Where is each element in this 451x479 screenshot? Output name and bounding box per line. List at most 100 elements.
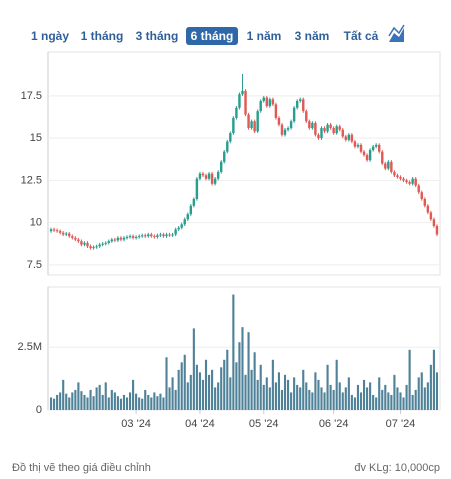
volume-bar (293, 377, 296, 410)
candle-body (147, 234, 150, 237)
candle-body (432, 219, 436, 227)
volume-bar (296, 384, 299, 410)
range-button[interactable]: 3 năm (295, 29, 330, 43)
volume-bar (429, 364, 432, 410)
range-button[interactable]: 6 tháng (191, 29, 234, 43)
candle-body (235, 107, 238, 118)
candle-body (77, 239, 80, 242)
volume-bar (104, 382, 107, 410)
candle-body (68, 233, 71, 237)
candle-body (207, 173, 211, 179)
candle-body (390, 161, 393, 172)
volume-bar (211, 369, 214, 410)
candle-body (95, 246, 98, 248)
range-button[interactable]: 3 tháng (136, 29, 179, 43)
volume-bar (71, 392, 74, 410)
x-tick-label: 03 '24 (121, 418, 151, 430)
candle-body (55, 230, 59, 232)
candle-body (393, 171, 396, 176)
y-tick-label: 2.5M (18, 341, 42, 353)
candle-body (426, 205, 430, 213)
volume-bar (217, 382, 220, 410)
candle-body (274, 104, 278, 118)
volume-bar (393, 374, 396, 410)
candle-body (58, 231, 62, 233)
volume-bar (277, 372, 281, 410)
range-button[interactable]: 1 tháng (81, 29, 124, 43)
candle-body (289, 121, 293, 129)
volume-bar (399, 392, 402, 410)
candle-body (229, 133, 232, 142)
volume-bar (180, 362, 183, 410)
volume-bar (95, 387, 98, 410)
volume-bar (119, 398, 122, 410)
volume-bar (138, 397, 141, 410)
volume-bar (116, 396, 119, 410)
candle-body (280, 124, 284, 135)
candle-body (384, 163, 387, 169)
volume-bar (332, 389, 335, 410)
volume-bar (366, 387, 369, 410)
candle-body (189, 205, 193, 215)
volume-bar (128, 392, 132, 410)
candle-body (153, 236, 156, 238)
volume-bar (156, 396, 159, 410)
volume-bar (341, 392, 344, 410)
range-button[interactable]: 1 ngày (31, 29, 69, 43)
candle-body (350, 134, 354, 142)
volume-bar (74, 389, 77, 410)
range-button[interactable]: Tất cả (344, 29, 379, 43)
candle-body (144, 235, 147, 237)
y-tick-label: 10 (30, 217, 42, 229)
candle-body (168, 234, 171, 236)
volume-bar (335, 359, 338, 410)
candle-body (423, 198, 427, 206)
volume-bar (280, 389, 284, 410)
volume-bar (135, 393, 138, 410)
candle-body (268, 99, 272, 107)
volume-bar (274, 382, 277, 410)
volume-bar (299, 387, 302, 410)
volume-bar (426, 382, 429, 410)
volume-bar (150, 397, 153, 410)
volume-bar (241, 327, 244, 410)
volume-bar (223, 359, 226, 410)
chart-type-icon[interactable] (388, 24, 405, 42)
candle-body (414, 178, 417, 186)
volume-bar (375, 397, 378, 410)
volume-bar (305, 382, 308, 410)
volume-bar (387, 392, 390, 410)
volume-bar (432, 349, 435, 410)
volume-bar (396, 387, 399, 410)
volume-bar (286, 379, 290, 410)
volume-bar (244, 374, 247, 410)
candle-body (83, 242, 86, 245)
range-button[interactable]: 1 năm (247, 29, 282, 43)
volume-bar (144, 389, 147, 410)
volume-bar (390, 394, 393, 410)
candle-body (250, 121, 253, 129)
candle-body (326, 124, 329, 132)
volume-bar (359, 392, 363, 410)
candle-body (420, 192, 423, 199)
candle-body (238, 94, 241, 108)
volume-bar (174, 389, 177, 410)
candle-body (381, 151, 384, 164)
candle-body (86, 242, 89, 247)
volume-bar (214, 387, 217, 410)
volume-bar (62, 379, 65, 410)
active-button-bg (186, 27, 238, 45)
candle-body (335, 126, 338, 134)
candle-body (305, 111, 308, 122)
candle-body (128, 236, 132, 238)
candle-body (125, 236, 129, 238)
candle-body (244, 90, 247, 115)
candle-body (323, 128, 326, 132)
candle-body (104, 242, 107, 244)
candle-body (344, 136, 348, 140)
candle-body (201, 173, 205, 176)
candle-body (159, 234, 162, 236)
volume-bar (235, 362, 238, 410)
candle-body (65, 233, 68, 235)
